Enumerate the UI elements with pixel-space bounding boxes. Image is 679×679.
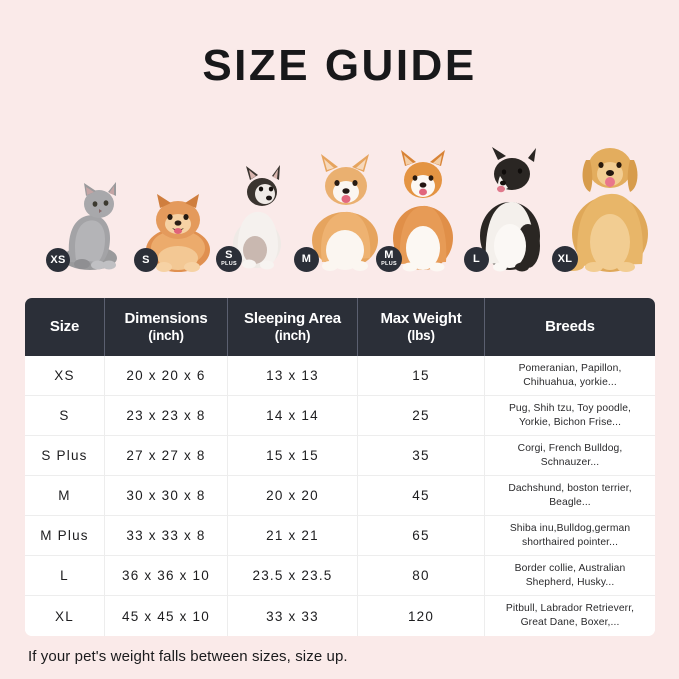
cell-sleeping-area: 23.5 x 23.5 <box>228 556 358 595</box>
border-collie-icon <box>480 147 540 272</box>
table-row: S 23 x 23 x 8 14 x 14 25 Pug, Shih tzu, … <box>25 396 655 436</box>
cell-breeds: Shiba inu,Bulldog,german shorthaired poi… <box>509 522 631 548</box>
column-header-dimensions: Dimensions (inch) <box>105 298 228 356</box>
cell-dimensions: 23 x 23 x 8 <box>105 396 228 435</box>
pet-figure-s-plus: S PLUS <box>216 162 292 272</box>
cell-breeds: Pug, Shih tzu, Toy poodle, Yorkie, Bicho… <box>508 402 632 428</box>
cell-size: M <box>25 476 105 515</box>
cell-max-weight: 120 <box>358 596 485 636</box>
cell-sleeping-area: 33 x 33 <box>228 596 358 636</box>
gray-cat-icon <box>63 182 117 270</box>
shiba-inu-icon <box>393 150 453 272</box>
cell-dimensions: 45 x 45 x 10 <box>105 596 228 636</box>
cell-dimensions: 27 x 27 x 8 <box>105 436 228 475</box>
table-row: XS 20 x 20 x 6 13 x 13 15 Pomeranian, Pa… <box>25 356 655 396</box>
table-header-row: Size Dimensions (inch) Sleeping Area (in… <box>25 298 655 356</box>
pet-figure-l: L <box>464 146 550 272</box>
table-row: S Plus 27 x 27 x 8 15 x 15 35 Corgi, Fre… <box>25 436 655 476</box>
cell-size: XS <box>25 356 105 395</box>
size-guide-table: Size Dimensions (inch) Sleeping Area (in… <box>25 298 655 636</box>
cell-dimensions: 36 x 36 x 10 <box>105 556 228 595</box>
column-header-size: Size <box>25 298 105 356</box>
cell-breeds: Pomeranian, Papillon, Chihuahua, yorkie.… <box>518 362 622 388</box>
column-header-max-weight: Max Weight (lbs) <box>358 298 485 356</box>
cell-size: XL <box>25 596 105 636</box>
cell-max-weight: 15 <box>358 356 485 395</box>
size-badge-m: M <box>294 247 319 272</box>
pet-figure-m-plus: M PLUS <box>376 150 464 272</box>
column-header-breeds: Breeds <box>545 317 595 335</box>
footer-note: If your pet's weight falls between sizes… <box>28 648 348 665</box>
cell-max-weight: 25 <box>358 396 485 435</box>
cell-dimensions: 30 x 30 x 8 <box>105 476 228 515</box>
cell-max-weight: 45 <box>358 476 485 515</box>
pet-figure-xs: XS <box>46 174 126 272</box>
table-row: L 36 x 36 x 10 23.5 x 23.5 80 Border col… <box>25 556 655 596</box>
golden-retriever-icon <box>560 148 648 272</box>
cell-size: M Plus <box>25 516 105 555</box>
cell-breeds: Dachshund, boston terrier, Beagle... <box>508 482 632 508</box>
cell-dimensions: 33 x 33 x 8 <box>105 516 228 555</box>
size-badge-s: S <box>134 248 158 272</box>
size-badge-s-plus: S PLUS <box>216 246 242 272</box>
size-badge-l: L <box>464 247 489 272</box>
cell-size: S <box>25 396 105 435</box>
size-badge-m-plus: M PLUS <box>376 246 402 272</box>
column-header-sleeping-area: Sleeping Area (inch) <box>228 298 358 356</box>
corgi-icon <box>312 154 378 271</box>
cell-breeds: Corgi, French Bulldog, Schnauzer... <box>517 442 623 468</box>
pet-figure-xl: XL <box>552 138 660 272</box>
french-bulldog-icon <box>233 165 281 270</box>
page-title: SIZE GUIDE <box>202 41 477 90</box>
cell-sleeping-area: 13 x 13 <box>228 356 358 395</box>
cell-sleeping-area: 14 x 14 <box>228 396 358 435</box>
cell-max-weight: 80 <box>358 556 485 595</box>
cell-sleeping-area: 15 x 15 <box>228 436 358 475</box>
cell-size: L <box>25 556 105 595</box>
pet-figure-m: M <box>294 154 390 272</box>
cell-sleeping-area: 20 x 20 <box>228 476 358 515</box>
cell-max-weight: 35 <box>358 436 485 475</box>
cell-sleeping-area: 21 x 21 <box>228 516 358 555</box>
pet-size-illustrations: XS S <box>0 130 679 278</box>
cell-dimensions: 20 x 20 x 6 <box>105 356 228 395</box>
cell-breeds: Border collie, Australian Shepherd, Husk… <box>514 562 626 588</box>
table-row: XL 45 x 45 x 10 33 x 33 120 Pitbull, Lab… <box>25 596 655 636</box>
size-badge-xl: XL <box>552 246 578 272</box>
cell-size: S Plus <box>25 436 105 475</box>
cell-breeds: Pitbull, Labrador Retrieverr, Great Dane… <box>505 603 635 628</box>
table-row: M 30 x 30 x 8 20 x 20 45 Dachshund, bost… <box>25 476 655 516</box>
cell-max-weight: 65 <box>358 516 485 555</box>
pomeranian-icon <box>146 194 210 272</box>
pet-figure-s: S <box>134 190 216 272</box>
table-row: M Plus 33 x 33 x 8 21 x 21 65 Shiba inu,… <box>25 516 655 556</box>
size-badge-xs: XS <box>46 248 70 272</box>
